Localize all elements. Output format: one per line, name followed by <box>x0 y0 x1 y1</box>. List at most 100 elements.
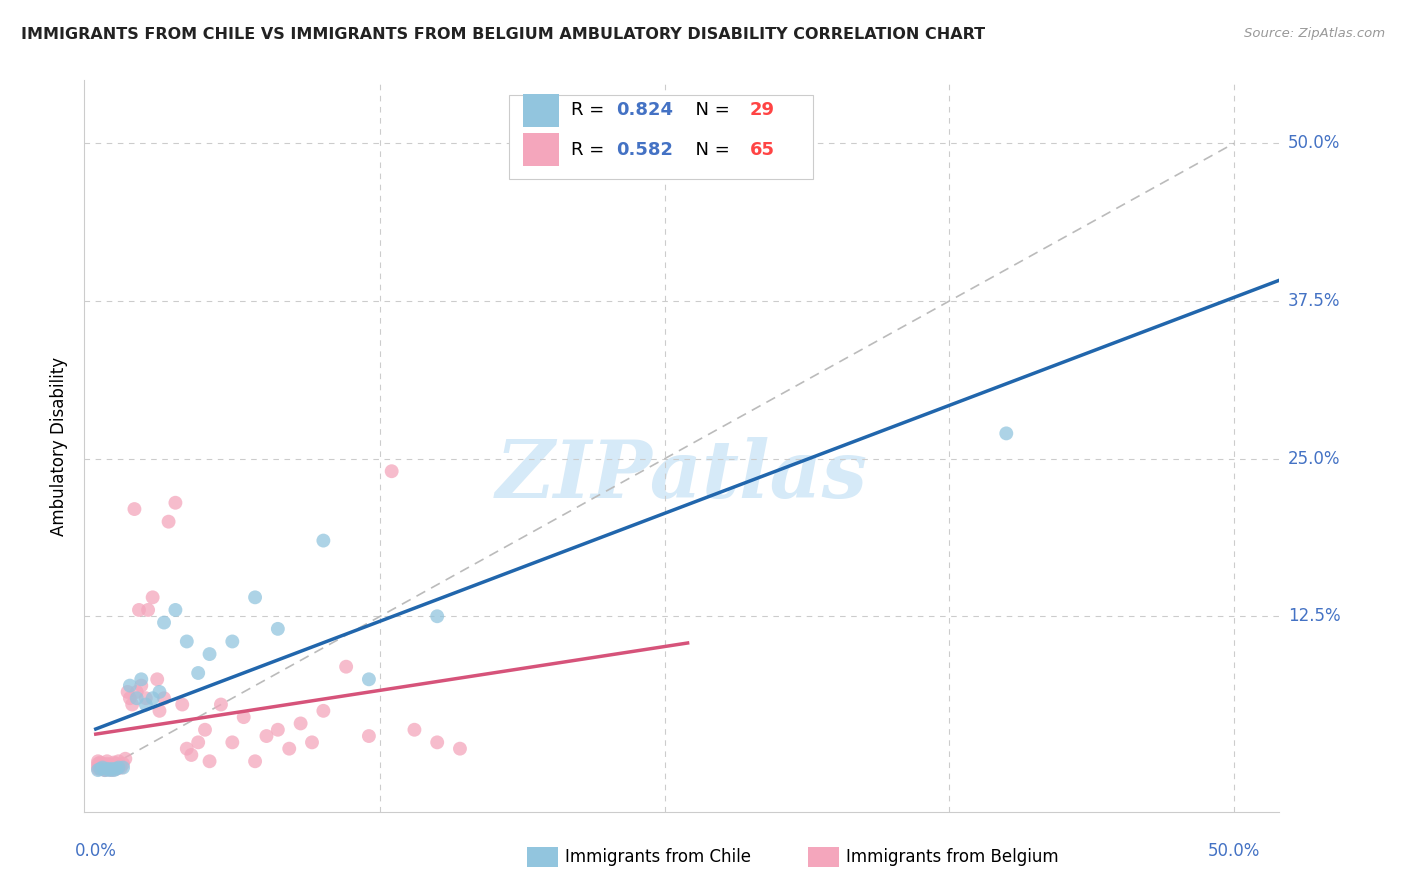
Point <box>91 756 114 771</box>
Point <box>426 609 449 624</box>
Point <box>312 704 335 718</box>
Point <box>221 634 243 648</box>
Text: 25.0%: 25.0% <box>1288 450 1340 467</box>
Point <box>290 716 312 731</box>
Text: R =: R = <box>571 141 610 159</box>
Point <box>117 685 139 699</box>
Point <box>335 659 357 673</box>
Point <box>96 756 118 771</box>
Bar <box>523 94 558 127</box>
Point <box>100 759 122 773</box>
Point <box>89 761 111 775</box>
Point <box>98 762 121 776</box>
Point <box>87 756 110 771</box>
Point <box>105 762 128 776</box>
Point <box>142 591 165 605</box>
Y-axis label: Ambulatory Disability: Ambulatory Disability <box>51 357 69 535</box>
Point <box>153 691 176 706</box>
Point <box>125 685 148 699</box>
Point <box>94 763 117 777</box>
Text: 50.0%: 50.0% <box>1208 842 1260 860</box>
Point <box>91 759 114 773</box>
Point <box>87 754 110 768</box>
Point <box>180 747 202 762</box>
Point <box>112 761 135 775</box>
Point <box>103 763 125 777</box>
Point <box>176 634 198 648</box>
Point <box>381 464 404 478</box>
Point <box>98 763 121 777</box>
Point <box>100 763 122 777</box>
Point <box>243 591 266 605</box>
Point <box>176 741 198 756</box>
Point <box>357 729 380 743</box>
Point <box>278 741 301 756</box>
Point <box>91 762 114 776</box>
Point <box>121 698 143 712</box>
Text: N =: N = <box>685 102 735 120</box>
Point <box>94 763 117 777</box>
Point <box>194 723 217 737</box>
Text: 0.824: 0.824 <box>616 102 673 120</box>
Point <box>103 761 125 775</box>
Point <box>129 673 152 687</box>
Point <box>87 763 110 777</box>
Point <box>232 710 254 724</box>
Point <box>221 735 243 749</box>
Text: IMMIGRANTS FROM CHILE VS IMMIGRANTS FROM BELGIUM AMBULATORY DISABILITY CORRELATI: IMMIGRANTS FROM CHILE VS IMMIGRANTS FROM… <box>21 27 986 42</box>
Point <box>110 761 132 775</box>
Point <box>209 698 232 712</box>
Text: 65: 65 <box>749 141 775 159</box>
Point <box>153 615 176 630</box>
Point <box>146 673 169 687</box>
Point <box>135 698 157 712</box>
Text: Immigrants from Belgium: Immigrants from Belgium <box>846 848 1059 866</box>
Point <box>107 759 129 773</box>
Point <box>107 754 129 768</box>
Point <box>198 647 221 661</box>
Point <box>148 704 170 718</box>
Point <box>142 691 165 706</box>
Point <box>187 665 209 680</box>
Point <box>449 741 471 756</box>
Point <box>118 691 141 706</box>
Point <box>198 754 221 768</box>
Point <box>135 691 157 706</box>
Point <box>98 758 121 772</box>
Point <box>157 515 180 529</box>
Text: 12.5%: 12.5% <box>1288 607 1340 625</box>
Point <box>136 603 159 617</box>
Point <box>187 735 209 749</box>
Text: 29: 29 <box>749 102 775 120</box>
Text: 0.0%: 0.0% <box>75 842 117 860</box>
Text: ZIPatlas: ZIPatlas <box>496 436 868 514</box>
Point <box>165 603 187 617</box>
Point <box>404 723 426 737</box>
Text: N =: N = <box>685 141 735 159</box>
FancyBboxPatch shape <box>509 95 814 179</box>
Point <box>312 533 335 548</box>
Point <box>124 502 146 516</box>
Point <box>357 673 380 687</box>
Point <box>87 762 110 776</box>
Point <box>89 762 111 776</box>
Text: 50.0%: 50.0% <box>1288 135 1340 153</box>
Point <box>128 603 150 617</box>
Point <box>995 426 1018 441</box>
Bar <box>523 134 558 167</box>
Point <box>105 762 128 776</box>
Text: Immigrants from Chile: Immigrants from Chile <box>565 848 751 866</box>
Point <box>105 756 128 771</box>
Text: 37.5%: 37.5% <box>1288 292 1340 310</box>
Point <box>118 679 141 693</box>
Text: Source: ZipAtlas.com: Source: ZipAtlas.com <box>1244 27 1385 40</box>
Point <box>100 762 122 776</box>
Point <box>89 756 111 770</box>
Point <box>129 679 152 693</box>
Text: 0.582: 0.582 <box>616 141 673 159</box>
Point <box>89 758 111 772</box>
Point <box>94 758 117 772</box>
Point <box>91 761 114 775</box>
Point <box>96 754 118 768</box>
Point <box>267 622 290 636</box>
